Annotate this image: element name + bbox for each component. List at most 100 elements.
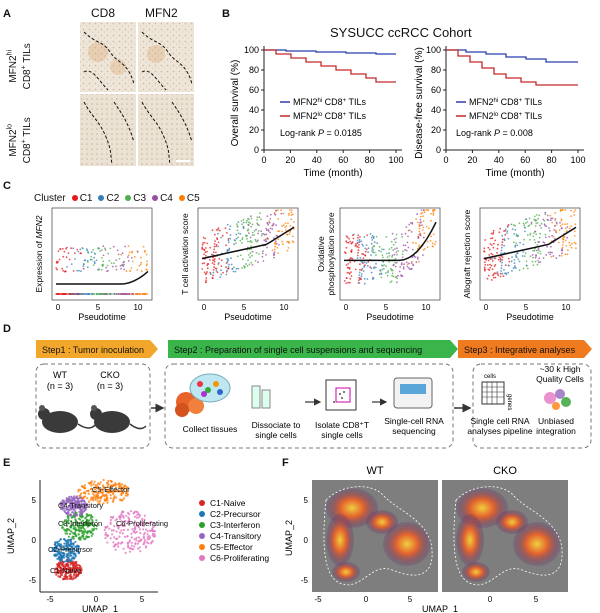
panel-label-d: D [3,323,11,335]
data-point [524,230,526,233]
legend-label: C3-Interferon [210,520,260,530]
data-point [426,240,429,243]
data-point [521,255,524,257]
data-point [116,249,119,252]
x-tick-label: 0 [261,155,266,165]
data-point [430,235,432,238]
ihc-tile-hi-mfn2 [138,22,194,92]
data-point [428,227,430,230]
data-point [537,259,539,262]
data-point [533,232,535,234]
umap-point [79,526,82,529]
data-point [508,260,511,263]
data-point [397,274,399,277]
data-point [64,270,67,273]
umap-point [137,536,141,539]
umap-point [65,498,68,501]
umap-point [103,498,106,501]
umap-point [91,518,94,521]
y-tick-label: 60 [249,85,259,95]
data-point [370,236,373,239]
umap-point [118,485,121,488]
umap-point [109,488,112,491]
data-point [265,233,268,236]
data-point [55,267,58,269]
data-point [127,260,130,262]
data-point [405,249,408,252]
wt-label: WT [53,370,67,380]
data-point [74,258,76,260]
data-point [402,267,405,270]
umap-point [72,505,75,508]
data-point [250,245,253,248]
umap-point [110,484,113,487]
umap-point [113,536,116,539]
umap-point [83,484,86,487]
data-point [95,259,98,262]
data-point [369,233,372,235]
umap-point [86,524,89,527]
data-point [561,227,563,230]
umap-point [114,486,118,489]
data-point [96,293,98,295]
umap-point [61,521,65,524]
data-point [432,245,434,248]
umap-point [68,566,71,569]
data-point [372,251,375,254]
data-point [431,209,434,211]
collect-tissues-label: Collect tissues [183,424,238,434]
data-point [56,268,58,271]
data-point [242,226,245,228]
data-point [496,271,499,273]
cluster-legend-title: Cluster [34,193,66,204]
data-point [282,243,284,246]
umap-point [68,504,71,507]
data-point [213,263,216,266]
data-point [70,247,72,250]
umap-point [102,493,105,496]
data-point [214,258,216,260]
data-point [516,235,519,237]
step1-label: Step1 : Tumor inoculation [42,345,144,355]
umap-point [71,501,74,504]
x-tick-label: 0 [56,303,61,312]
data-point [363,261,366,264]
data-point [128,251,131,254]
data-point [60,293,63,295]
data-point [370,271,373,274]
data-point [560,255,563,257]
data-point [364,250,367,253]
data-point [490,264,493,267]
data-point [278,244,280,246]
data-point [93,293,96,295]
data-point [139,263,142,266]
umap-point [104,533,107,536]
umap-point [58,566,61,569]
umap-point [80,570,83,574]
data-point [141,293,144,295]
data-point [273,252,275,255]
umap-point [69,549,72,552]
umap-point [90,514,93,517]
data-point [230,257,232,260]
umap-point [106,534,109,537]
umap-point [146,533,149,536]
umap-point [91,515,94,519]
umap-point [93,480,96,483]
umap-point [143,542,146,545]
data-point [373,266,375,268]
umap-point [77,490,80,493]
umap-point [59,553,62,556]
umap-point [72,525,75,528]
umap-point [123,520,126,523]
umap-point [56,563,59,566]
data-point [378,273,381,276]
data-point [273,213,276,215]
data-point [205,279,208,282]
data-point [102,254,105,257]
data-point [562,244,564,246]
umap-point [72,543,75,547]
data-point [228,248,231,251]
umap-point [135,530,138,533]
data-point [140,270,143,273]
